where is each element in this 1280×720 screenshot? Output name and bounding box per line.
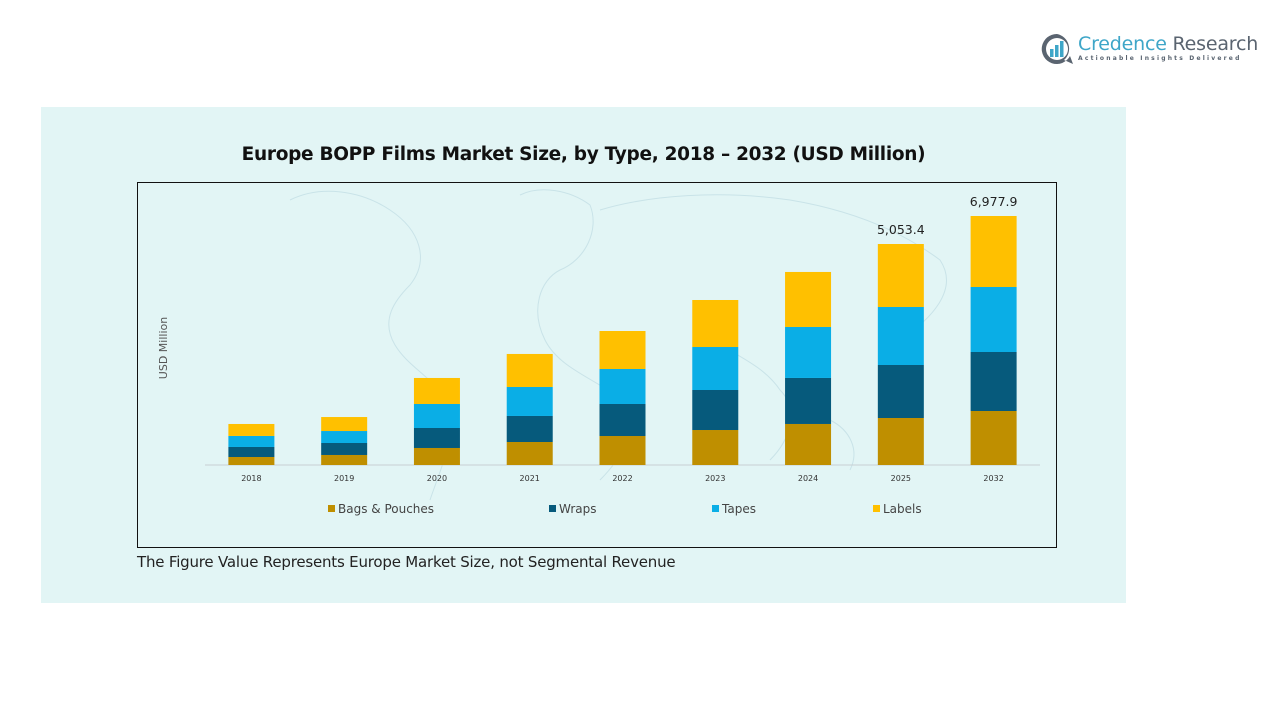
- bar-tapes-2020: [413, 403, 460, 429]
- total-labels: 5,053.4 6,977.9: [877, 194, 1018, 237]
- total-data-label: 6,977.9: [970, 194, 1018, 209]
- footnote: The Figure Value Represents Europe Marke…: [137, 553, 676, 571]
- bar-wraps-2018: [228, 446, 275, 457]
- legend-label: Labels: [883, 502, 922, 516]
- bar-tapes-2032: [970, 287, 1017, 352]
- bar-bags-pouches-2025: [877, 418, 924, 465]
- bar-labels-2025: [877, 244, 924, 307]
- bar-labels-2018: [228, 423, 275, 436]
- logo-name-part1: Credence: [1078, 33, 1167, 55]
- legend-label: Tapes: [721, 502, 756, 516]
- bar-tapes-2024: [785, 326, 832, 378]
- legend-swatch: [712, 505, 719, 512]
- bar-tapes-2019: [321, 431, 368, 444]
- chart-panel: [41, 107, 1126, 603]
- chart-title: Europe BOPP Films Market Size, by Type, …: [241, 144, 926, 165]
- credence-research-logo: Credence Research Actionable Insights De…: [1040, 32, 1258, 68]
- x-tick-label: 2022: [612, 474, 632, 483]
- bar-bags-pouches-2020: [413, 447, 460, 465]
- x-tick-labels: 2018 2019 2020 2021 2022 2023 2024 2025 2032: [241, 474, 1004, 483]
- bar-stack-2032: [970, 216, 1017, 465]
- bar-stack-2020: [413, 377, 460, 465]
- bar-tapes-2022: [599, 369, 646, 404]
- legend-swatch: [873, 505, 880, 512]
- x-tick-label: 2032: [983, 474, 1003, 483]
- bar-labels-2024: [785, 271, 832, 327]
- bar-labels-2032: [970, 216, 1017, 288]
- bar-labels-2022: [599, 331, 646, 370]
- bar-bags-pouches-2023: [692, 430, 739, 465]
- bar-bags-pouches-2018: [228, 456, 275, 465]
- bar-wraps-2023: [692, 389, 739, 431]
- x-tick-label: 2018: [241, 474, 261, 483]
- legend-swatch: [549, 505, 556, 512]
- bar-stack-2025: [877, 244, 924, 465]
- legend-item: Tapes: [712, 502, 756, 516]
- bar-bags-pouches-2019: [321, 454, 368, 465]
- bar-bags-pouches-2032: [970, 410, 1017, 465]
- y-axis-label: USD Million: [157, 317, 170, 379]
- bar-tapes-2018: [228, 435, 275, 447]
- legend-label: Bags & Pouches: [338, 502, 434, 516]
- bar-tapes-2021: [506, 386, 553, 416]
- bar-wraps-2019: [321, 443, 368, 455]
- bar-labels-2021: [506, 353, 553, 387]
- bar-tapes-2023: [692, 347, 739, 390]
- bar-labels-2019: [321, 417, 368, 432]
- x-tick-label: 2020: [427, 474, 447, 483]
- bar-wraps-2024: [785, 377, 832, 424]
- bar-wraps-2032: [970, 351, 1017, 411]
- legend-swatch: [328, 505, 335, 512]
- bar-stack-2018: [228, 423, 275, 465]
- bar-wraps-2020: [413, 428, 460, 448]
- legend-item: Bags & Pouches: [328, 502, 434, 516]
- x-tick-label: 2024: [798, 474, 818, 483]
- bar-stack-2022: [599, 331, 646, 465]
- plot-area-border: [137, 182, 1057, 548]
- x-tick-label: 2025: [891, 474, 911, 483]
- bar-stacks: [228, 216, 1017, 465]
- logo-chart-icon: [1041, 33, 1073, 64]
- bar-wraps-2025: [877, 364, 924, 419]
- legend-item: Labels: [873, 502, 922, 516]
- x-tick-label: 2019: [334, 474, 354, 483]
- bar-labels-2023: [692, 299, 739, 348]
- legend-label: Wraps: [559, 502, 596, 516]
- x-tick-label: 2023: [705, 474, 725, 483]
- bar-stack-2024: [785, 271, 832, 465]
- logo-tagline: Actionable Insights Delivered: [1078, 55, 1242, 62]
- bar-stack-2021: [506, 353, 553, 465]
- bar-wraps-2022: [599, 403, 646, 437]
- bar-stack-2023: [692, 299, 739, 465]
- bar-labels-2020: [413, 377, 460, 404]
- bar-stack-2019: [321, 417, 368, 465]
- x-tick-label: 2021: [520, 474, 540, 483]
- legend-item: Wraps: [549, 502, 596, 516]
- bar-bags-pouches-2022: [599, 436, 646, 465]
- bar-bags-pouches-2024: [785, 423, 832, 465]
- legend: Bags & Pouches Wraps Tapes Labels: [328, 502, 922, 516]
- logo-name: Credence Research: [1078, 33, 1258, 55]
- bar-tapes-2025: [877, 306, 924, 365]
- total-data-label: 5,053.4: [877, 222, 925, 237]
- logo-name-part2: Research: [1172, 33, 1259, 55]
- bar-bags-pouches-2021: [506, 441, 553, 465]
- bar-wraps-2021: [506, 415, 553, 442]
